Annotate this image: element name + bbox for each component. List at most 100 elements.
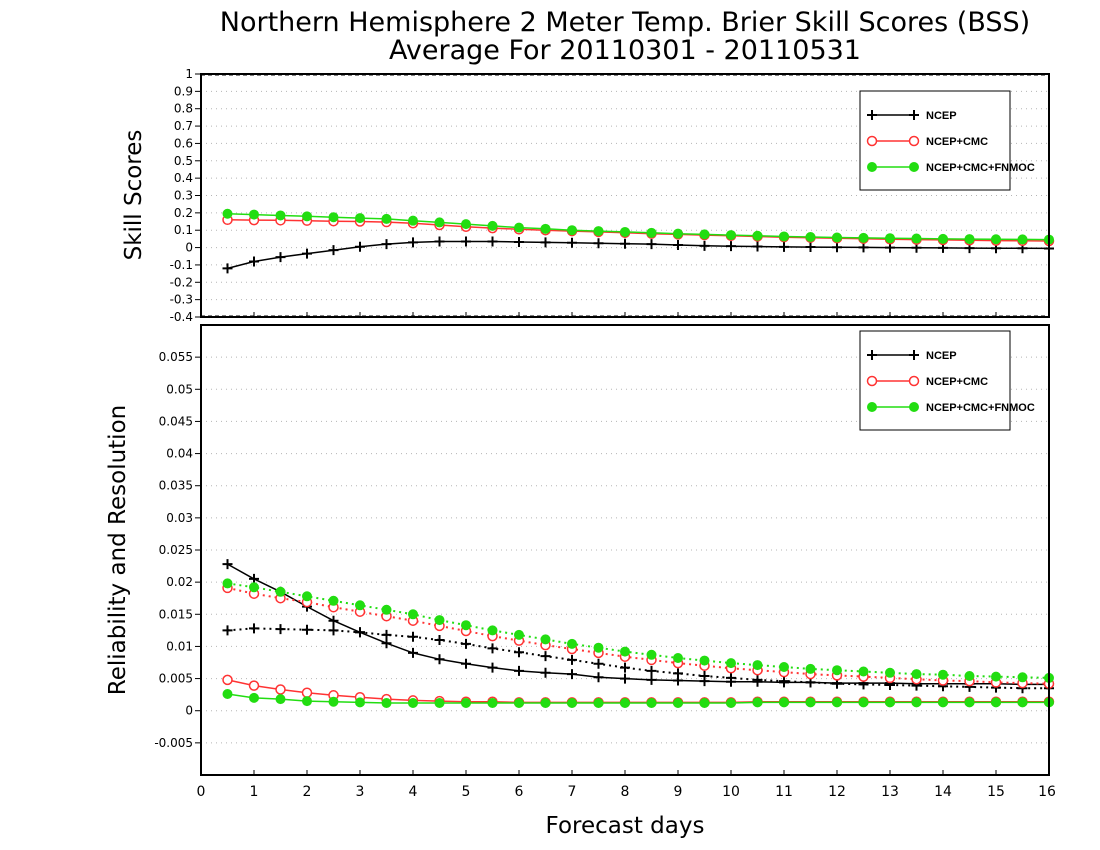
x-tick-label: 8: [621, 784, 630, 800]
data-point: [699, 655, 710, 666]
data-point: [858, 666, 869, 677]
data-point: [514, 237, 524, 248]
data-point: [593, 658, 604, 669]
data-point: [673, 228, 683, 239]
data-point: [461, 620, 471, 631]
data-point: [646, 227, 657, 238]
data-point: [620, 646, 630, 657]
data-point: [620, 238, 630, 249]
legend-marker: [909, 162, 919, 172]
series-line: [227, 586, 1050, 685]
data-point: [646, 649, 657, 660]
data-point: [381, 604, 392, 615]
data-point: [275, 586, 286, 597]
data-point: [301, 687, 313, 698]
y-tick-label: 1: [185, 67, 193, 81]
data-point: [646, 674, 657, 685]
data-point: [355, 697, 365, 708]
data-point: [593, 238, 604, 249]
data-point: [461, 698, 471, 708]
data-point: [222, 625, 233, 636]
data-point: [355, 627, 365, 638]
legend: NCEP NCEP+CMC NCEP+CMC+FNMOC: [859, 90, 1035, 191]
data-point: [805, 663, 816, 674]
data-point: [328, 212, 339, 223]
series-ncep: [222, 559, 1054, 690]
x-tick-label: 14: [934, 784, 952, 800]
series-ncep-dotted: [222, 623, 1054, 694]
x-tick-label: 2: [303, 784, 312, 800]
data-point: [752, 660, 763, 671]
data-point: [381, 239, 392, 250]
legend-label: NCEP+CMC: [926, 136, 988, 148]
data-point: [620, 673, 630, 684]
data-point: [328, 245, 339, 256]
data-point: [328, 625, 339, 636]
data-point: [408, 631, 418, 642]
series-ncep-cmc-fnmoc-dotted: [222, 578, 1054, 683]
data-point: [832, 697, 842, 708]
legend-item-ncep: NCEP: [867, 350, 957, 362]
data-point: [779, 231, 789, 242]
plot-frame: [200, 324, 1050, 776]
data-point: [938, 233, 948, 244]
data-point: [275, 624, 286, 635]
data-point: [858, 232, 869, 243]
series-line: [227, 240, 1050, 270]
data-point: [434, 654, 445, 665]
data-point: [593, 672, 604, 683]
data-point: [858, 242, 869, 253]
data-point: [699, 229, 710, 240]
legend-item-ncep-cmc-fnmoc: NCEP+CMC+FNMOC: [867, 162, 1035, 174]
data-point: [461, 638, 471, 649]
data-point: [487, 625, 498, 636]
skill-score-panel: -0.4 -0.3 -0.2 -0.1 0 0.1 0.2 0.3 0.4 0.5 0.6 0.7 0.…: [170, 67, 1055, 324]
data-point: [726, 698, 736, 708]
data-point: [461, 219, 471, 230]
series-ncep-cmc-fnmoc: [222, 208, 1054, 245]
data-point: [248, 680, 260, 691]
legend-label: NCEP+CMC+FNMOC: [926, 402, 1035, 414]
data-point: [540, 634, 551, 645]
y-tick-label: 0.1: [174, 223, 193, 237]
y-tick-label: 0.6: [174, 136, 193, 150]
legend-marker: [866, 375, 878, 387]
data-point: [991, 234, 1001, 245]
data-point: [249, 582, 259, 593]
y-tick-label: 0.3: [174, 189, 193, 203]
data-point: [885, 233, 895, 244]
y-tick-label: 0: [185, 704, 193, 718]
data-point: [355, 600, 365, 611]
data-point: [726, 230, 736, 241]
chart-title-line2: Average For 20110301 - 20110531: [389, 35, 861, 66]
data-point: [408, 215, 418, 226]
data-point: [514, 698, 524, 708]
data-point: [487, 643, 498, 654]
data-point: [752, 230, 763, 241]
legend-marker: [909, 350, 919, 360]
y-tick-label: 0.04: [166, 447, 193, 461]
data-point: [222, 263, 233, 274]
y-tick-label: 0: [185, 241, 193, 255]
data-point: [328, 696, 339, 707]
data-point: [249, 573, 259, 584]
legend-marker: [867, 350, 877, 360]
y-tick-label: -0.4: [170, 310, 193, 324]
reliability-resolution-panel: -0.005 0 0.005 0.01 0.015 0.02 0.025 0.03 0.035 0…: [154, 324, 1056, 800]
legend-label: NCEP+CMC: [926, 376, 988, 388]
data-point: [514, 665, 524, 676]
data-point: [938, 697, 948, 708]
data-point: [222, 674, 233, 686]
data-point: [487, 220, 498, 231]
y-tick-label: 0.9: [174, 84, 193, 98]
legend-label: NCEP: [926, 110, 957, 122]
data-point: [805, 231, 816, 242]
y-tick-label: 0.015: [159, 607, 193, 621]
data-point: [832, 665, 842, 676]
data-point: [752, 697, 763, 708]
data-point: [249, 256, 259, 267]
data-point: [434, 698, 445, 708]
data-point: [964, 234, 975, 245]
data-point: [646, 665, 657, 676]
